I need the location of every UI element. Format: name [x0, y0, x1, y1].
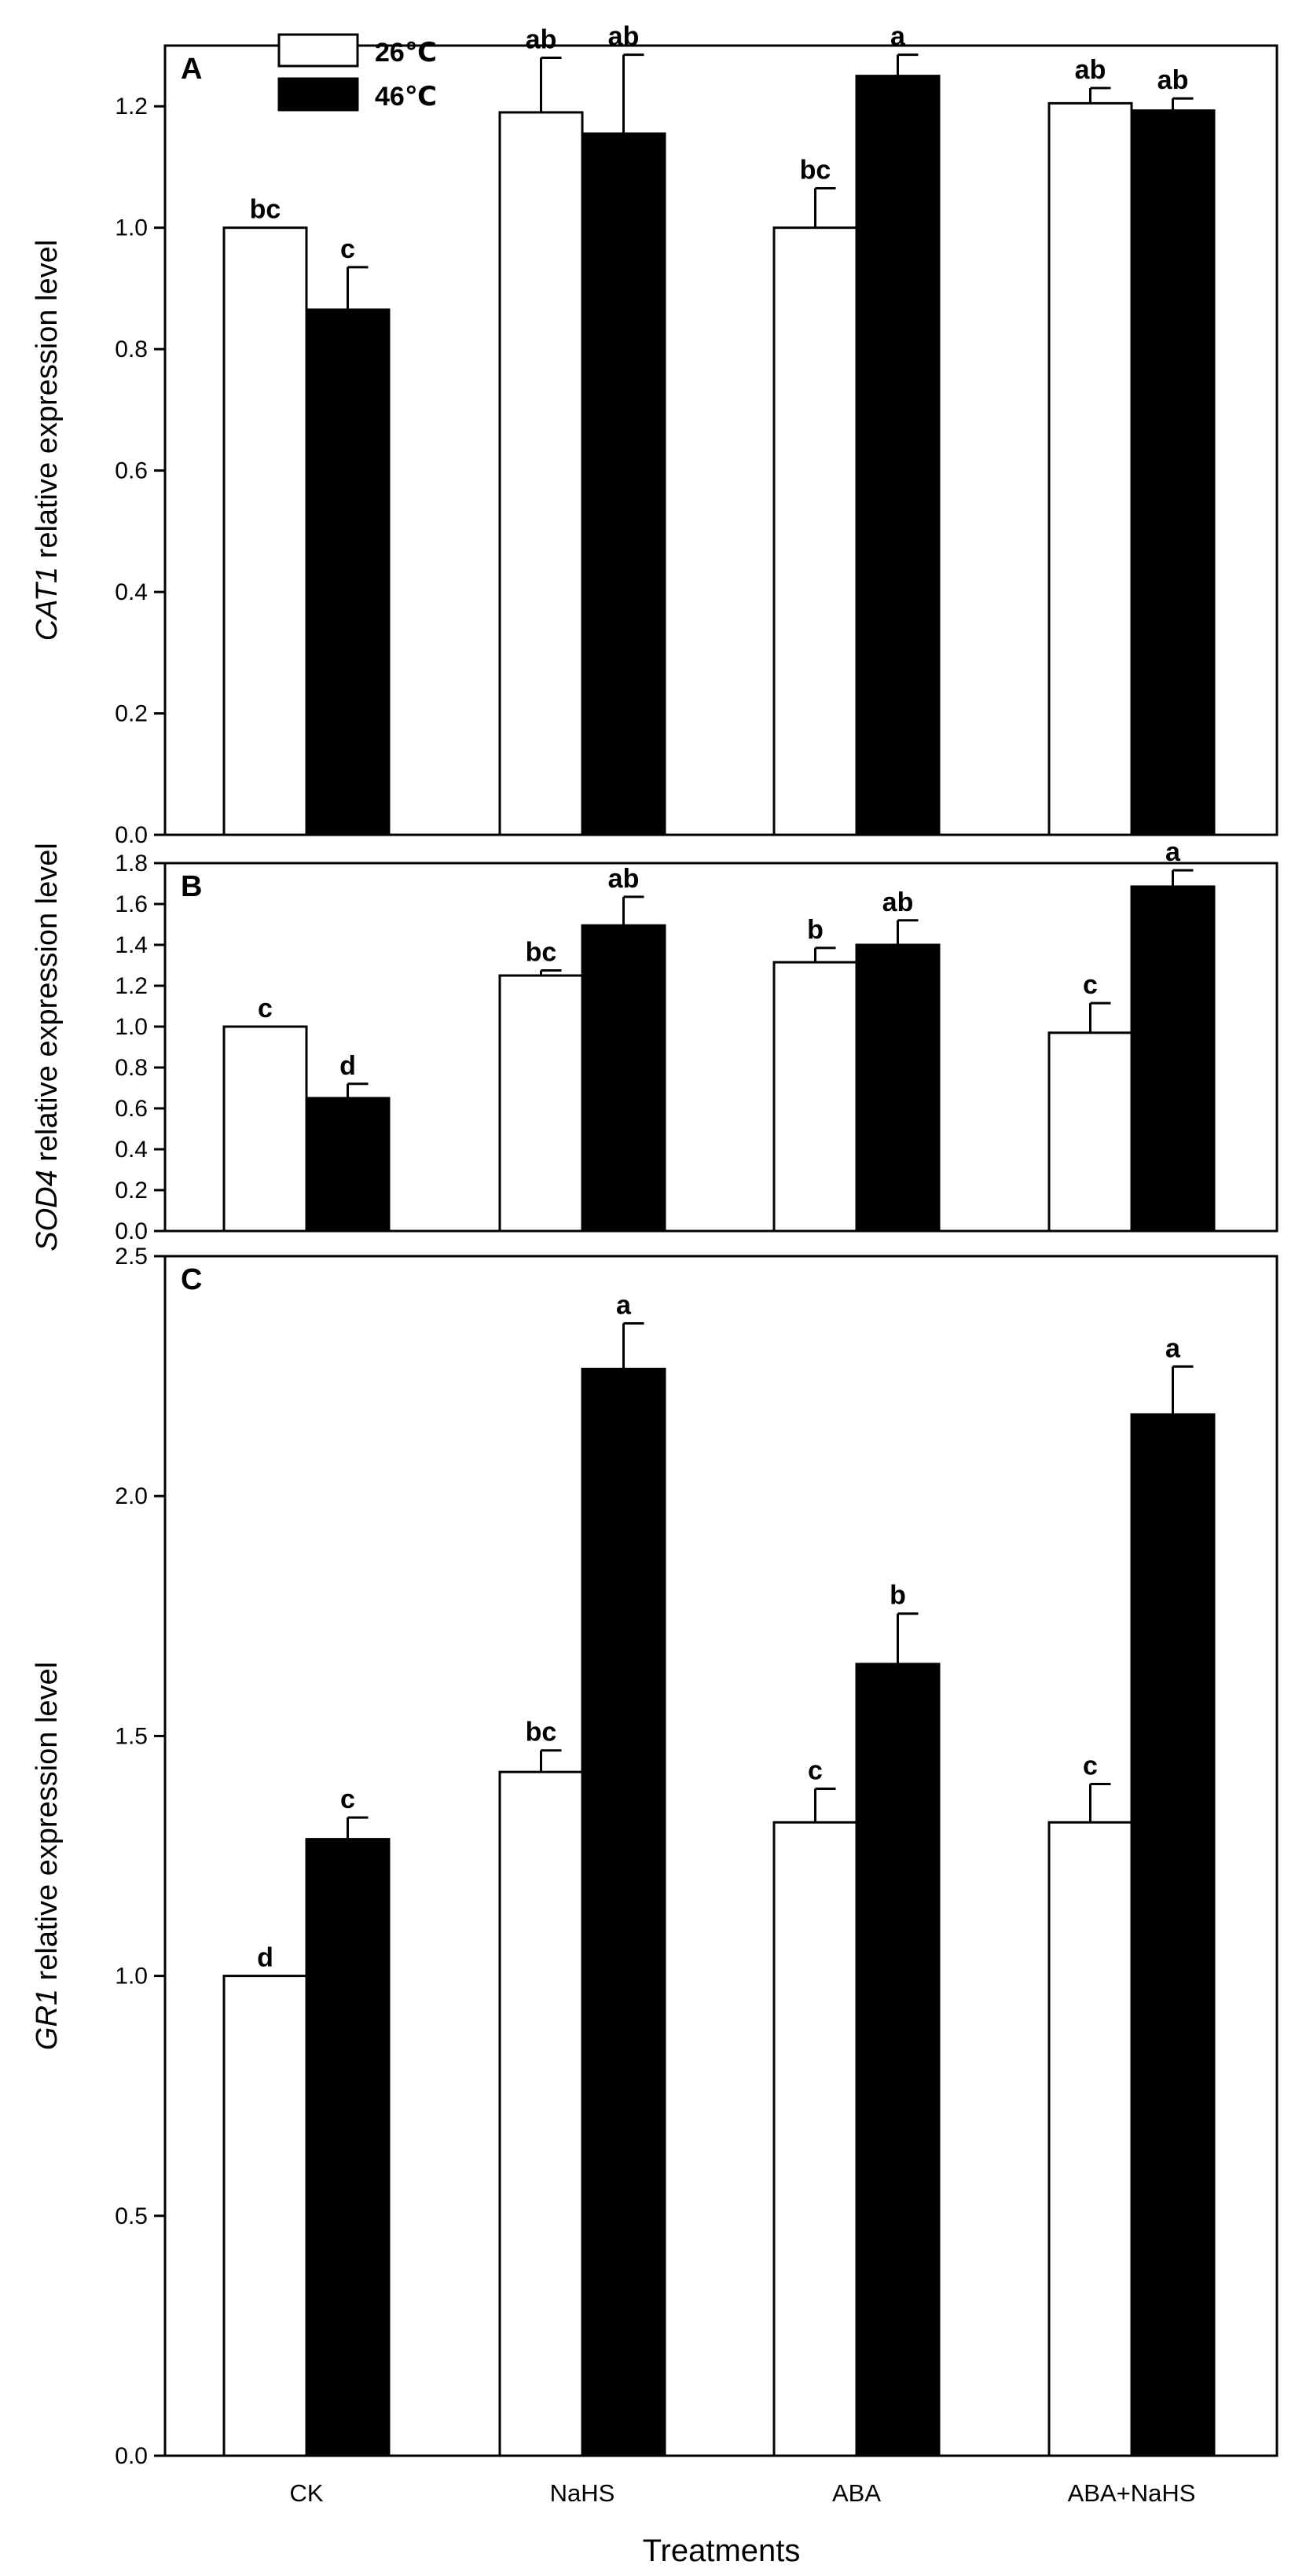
y-tick-label: 2.0	[115, 1483, 148, 1509]
significance-letter: d	[339, 1051, 356, 1081]
significance-letter: ab	[1075, 55, 1106, 85]
bar-aba-nahs-46c	[1130, 885, 1216, 1233]
significance-letter: b	[890, 1581, 906, 1611]
significance-letter: bc	[800, 155, 831, 185]
category-label: ABA+NaHS	[1068, 2479, 1196, 2507]
bar-ck-26c	[222, 226, 308, 836]
bar-nahs-26c	[498, 1770, 584, 2457]
bar-ck-46c	[305, 308, 391, 836]
significance-letter: a	[1165, 1333, 1181, 1363]
y-tick-label: 0.4	[115, 1137, 148, 1163]
significance-letter: ab	[608, 864, 640, 894]
significance-letter: bc	[250, 195, 281, 225]
bar-aba-46c	[855, 943, 941, 1233]
legend-label: 46℃	[375, 82, 437, 112]
significance-letter: ab	[526, 24, 557, 54]
y-tick-label: 1.2	[115, 973, 148, 999]
panel-a: 0.0 0.2 0.4 0.6 0.8 1.0 1.2 A CAT1 relative expr…	[31, 22, 1278, 848]
bar-nahs-46c	[581, 924, 666, 1233]
legend-swatch	[277, 33, 359, 68]
x-axis-label: Treatments	[643, 2534, 801, 2568]
significance-letter: c	[340, 1784, 355, 1814]
bar-ck-46c	[305, 1097, 391, 1233]
y-tick-label: 1.0	[115, 1014, 148, 1040]
significance-letter: c	[258, 994, 273, 1023]
significance-letter: a	[616, 1290, 632, 1320]
bar-nahs-26c	[498, 974, 584, 1233]
panel-letter: B	[181, 870, 202, 903]
bar-ck-46c	[305, 1838, 391, 2457]
y-tick-label: 0.6	[115, 458, 148, 484]
panel-letter: C	[181, 1263, 202, 1296]
y-axis-label: CAT1 relative expression level	[31, 240, 64, 641]
y-tick-label: 1.8	[115, 851, 148, 876]
y-tick-label: 0.4	[115, 579, 148, 605]
significance-letter: ab	[608, 22, 640, 52]
bar-aba-nahs-46c	[1130, 109, 1216, 836]
significance-letter: bc	[526, 1718, 557, 1747]
significance-letter: b	[807, 915, 824, 945]
y-tick-label: 1.0	[115, 1964, 148, 1990]
significance-letter: d	[257, 1943, 273, 1973]
bar-nahs-46c	[581, 1367, 666, 2457]
bar-aba-nahs-46c	[1130, 1413, 1216, 2457]
y-tick-label: 0.8	[115, 336, 148, 362]
y-tick-label: 0.2	[115, 701, 148, 727]
significance-letter: a	[890, 22, 906, 52]
significance-letter: c	[340, 234, 355, 264]
bar-nahs-26c	[498, 111, 584, 836]
y-tick-label: 0.5	[115, 2203, 148, 2229]
significance-letter: a	[1165, 837, 1181, 867]
category-label: NaHS	[550, 2479, 615, 2507]
y-tick-label: 0.0	[115, 2443, 148, 2469]
bar-aba-nahs-26c	[1047, 101, 1133, 836]
y-tick-label: 1.4	[115, 932, 148, 958]
y-tick-label: 0.8	[115, 1055, 148, 1081]
significance-letter: c	[808, 1756, 823, 1786]
plot-frame	[163, 862, 1278, 1233]
y-tick-label: 2.5	[115, 1244, 148, 1270]
y-axis-label: SOD4 relative expression level	[31, 843, 64, 1251]
bar-aba-26c	[772, 961, 858, 1233]
bar-aba-46c	[855, 75, 941, 836]
panel-letter: A	[181, 53, 202, 86]
y-tick-label: 0.2	[115, 1178, 148, 1203]
y-tick-label: 1.2	[115, 94, 148, 119]
y-axis-label: GR1 relative expression level	[31, 1662, 64, 2050]
plot-frame	[163, 1255, 1278, 2457]
category-label: CK	[289, 2479, 323, 2507]
bar-aba-nahs-26c	[1047, 1821, 1133, 2457]
category-label: ABA	[832, 2479, 881, 2507]
y-tick-label: 1.5	[115, 1723, 148, 1749]
y-tick-label: 0.6	[115, 1096, 148, 1122]
bar-aba-26c	[772, 226, 858, 836]
bar-ck-26c	[222, 1975, 308, 2457]
bar-ck-26c	[222, 1025, 308, 1233]
plot-frame	[163, 44, 1278, 836]
significance-letter: ab	[1157, 65, 1189, 95]
legend: 26℃46℃	[277, 33, 437, 112]
panel-b: 0.0 0.2 0.4 0.6 0.8 1.0 1.2 1.4 1.6 1.8 B SOD4 rela…	[31, 837, 1278, 1251]
significance-letter: bc	[526, 938, 557, 968]
y-tick-label: 0.0	[115, 1218, 148, 1244]
y-tick-label: 1.6	[115, 891, 148, 917]
bar-aba-46c	[855, 1663, 941, 2457]
bar-aba-26c	[772, 1821, 858, 2457]
significance-letter: c	[1083, 1751, 1098, 1780]
y-tick-label: 1.0	[115, 215, 148, 241]
y-tick-label: 0.0	[115, 822, 148, 848]
significance-letter: c	[1083, 970, 1098, 1000]
bar-aba-nahs-26c	[1047, 1031, 1133, 1233]
legend-swatch	[277, 77, 359, 112]
significance-letter: ab	[882, 887, 914, 917]
bar-nahs-46c	[581, 132, 666, 836]
legend-label: 26℃	[375, 38, 437, 68]
panel-c: 0.0 0.5 1.0 1.5 2.0 2.5 C GR1 relative expressi…	[31, 1244, 1278, 2507]
